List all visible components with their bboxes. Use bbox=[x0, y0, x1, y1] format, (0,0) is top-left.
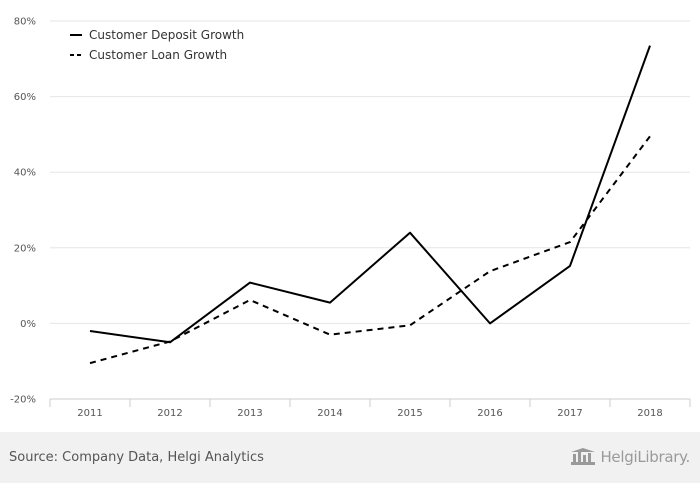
line-chart: -20%0%20%40%60%80% 2011 2012 2013 2014 2015 2… bbox=[10, 17, 691, 419]
source-note: Source: Company Data, Helgi Analytics bbox=[9, 450, 264, 465]
series-lines bbox=[89, 45, 651, 365]
legend-label[interactable]: Customer Deposit Growth bbox=[89, 28, 244, 42]
y-tick-label: 80% bbox=[14, 17, 36, 28]
legend[interactable]: Customer Deposit Growth Customer Loan Gro… bbox=[70, 28, 244, 62]
library-building-icon bbox=[571, 448, 596, 465]
x-tick-label: 2016 bbox=[477, 408, 502, 419]
legend-label[interactable]: Customer Loan Growth bbox=[89, 48, 227, 62]
x-tick-label: 2015 bbox=[397, 408, 422, 419]
y-tick-label: 0% bbox=[20, 319, 36, 330]
x-axis-ticks: 2011 2012 2013 2014 2015 2016 2017 2018 bbox=[77, 408, 662, 419]
helgi-library-logo[interactable]: HelgiLibrary. bbox=[570, 448, 690, 466]
series-line-customer-deposit-growth[interactable] bbox=[89, 45, 651, 344]
watermark-text: HelgiLibrary. bbox=[600, 448, 690, 466]
grid-lines bbox=[50, 20, 690, 324]
x-tick-label: 2014 bbox=[317, 408, 342, 419]
series-line-customer-loan-growth[interactable] bbox=[89, 135, 651, 365]
y-tick-label: 20% bbox=[14, 243, 36, 254]
chart-panel: -20% 0% 20% 40% 60% 80% 2011 2012 2013 2014 2015 2… bbox=[0, 0, 700, 432]
x-tick-label: 2013 bbox=[237, 408, 262, 419]
x-tick-label: 2017 bbox=[557, 408, 582, 419]
x-tick-label: 2018 bbox=[637, 408, 662, 419]
x-tick-label: 2012 bbox=[157, 408, 182, 419]
y-tick-label: 40% bbox=[14, 168, 36, 179]
y-tick-label: 60% bbox=[14, 92, 36, 103]
y-tick-label: -20% bbox=[10, 395, 36, 406]
y-axis-ticks: -20% 0% 20% 40% 60% 80% bbox=[10, 17, 36, 406]
x-tick-label: 2011 bbox=[77, 408, 102, 419]
x-axis bbox=[49, 398, 691, 407]
